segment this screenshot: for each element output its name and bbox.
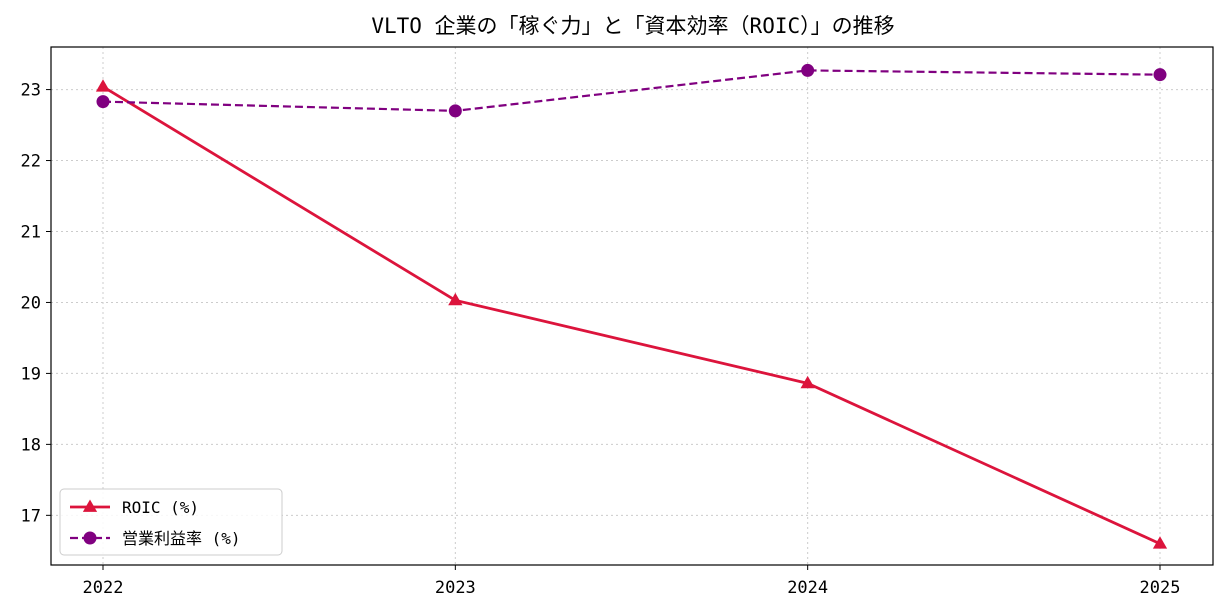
legend-box xyxy=(59,488,283,556)
data-point-0 xyxy=(448,292,463,306)
plot-frame xyxy=(50,46,1214,566)
data-point-1 xyxy=(1153,68,1167,82)
legend-label: ROIC (%) xyxy=(122,498,199,517)
legend-marker xyxy=(83,531,97,545)
data-point-0 xyxy=(95,79,111,92)
data-point-0 xyxy=(1152,536,1168,549)
legend-marker xyxy=(82,499,98,512)
data-point-0 xyxy=(800,375,815,389)
y-tick-label: 21 xyxy=(21,222,41,242)
data-point-1 xyxy=(448,104,462,118)
y-tick-label: 20 xyxy=(21,293,41,313)
series-lines xyxy=(95,63,1168,549)
y-tick-label: 17 xyxy=(21,506,41,526)
legend: ROIC (%) 営業利益率 (%) xyxy=(59,488,283,556)
y-tick-label: 22 xyxy=(21,152,41,172)
y-tick-label: 19 xyxy=(21,364,41,384)
series-line-0 xyxy=(102,85,1161,545)
series-line-1 xyxy=(102,69,1161,112)
y-tick-label: 23 xyxy=(21,81,41,101)
chart-title: VLTO 企業の「稼ぐ力」と「資本効率（ROIC）」の推移 xyxy=(371,14,894,38)
x-tick-label: 2024 xyxy=(787,578,828,598)
data-point-1 xyxy=(801,63,815,77)
x-tick-label: 2023 xyxy=(435,578,476,598)
data-point-1 xyxy=(96,95,110,109)
legend-item-operating-margin: 営業利益率 (%) xyxy=(70,529,241,548)
x-tick-label: 2025 xyxy=(1140,578,1181,598)
y-tick-label: 18 xyxy=(21,435,41,455)
x-tick-label: 2022 xyxy=(83,578,124,598)
axis-ticks: 2022 2023 2024 2025 17 18 19 20 21 22 23 xyxy=(21,81,1181,598)
legend-item-roic: ROIC (%) xyxy=(70,498,199,517)
legend-label: 営業利益率 (%) xyxy=(122,529,241,548)
